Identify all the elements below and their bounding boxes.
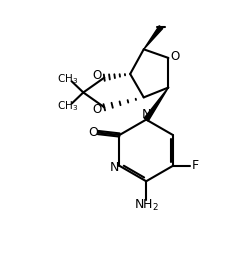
Polygon shape (144, 26, 163, 49)
Text: N: N (142, 108, 152, 121)
Text: O: O (93, 69, 102, 82)
Text: NH$_2$: NH$_2$ (134, 198, 159, 214)
Text: CH$_3$: CH$_3$ (58, 72, 79, 86)
Polygon shape (144, 87, 168, 121)
Text: O: O (93, 103, 102, 116)
Text: O: O (88, 126, 98, 139)
Text: F: F (191, 159, 199, 172)
Text: O: O (171, 50, 180, 63)
Text: N: N (109, 161, 119, 174)
Text: CH$_3$: CH$_3$ (58, 99, 79, 113)
